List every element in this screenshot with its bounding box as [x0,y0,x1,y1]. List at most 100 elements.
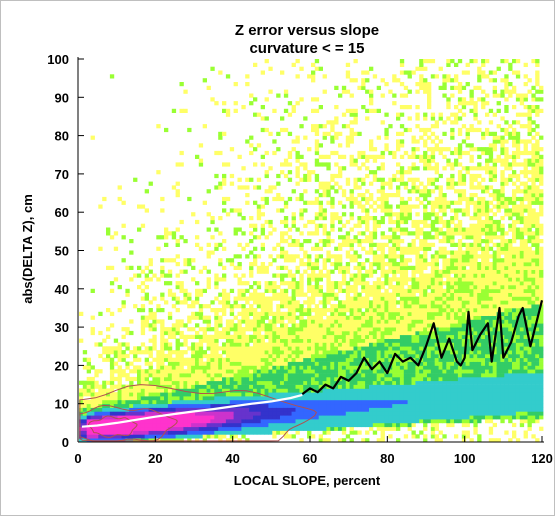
heatmap-cell [427,127,432,133]
heatmap-cell [183,434,188,439]
heatmap-cell [322,357,327,362]
heatmap-cell [229,181,235,186]
heatmap-cell [314,147,320,152]
heatmap-cell [206,346,211,351]
heatmap-cell [198,304,204,309]
heatmap-cell [419,59,424,64]
heatmap-cell [291,308,296,313]
heatmap-cell [148,396,153,401]
heatmap-cell [179,373,184,378]
heatmap-cell [322,135,327,140]
heatmap-cell [330,177,335,182]
heatmap-cell [109,346,115,351]
heatmap-cell [423,277,428,282]
heatmap-cell [179,330,184,336]
heatmap-cell [237,304,242,309]
heatmap-cell [311,200,316,205]
heatmap-cell [198,246,204,251]
heatmap-cell [175,346,180,351]
heatmap-cell [245,376,250,382]
heatmap-cell [318,323,323,328]
heatmap-cell [326,419,331,424]
heatmap-cell [303,269,308,274]
heatmap-cell [399,384,405,389]
heatmap-cell [334,85,339,90]
heatmap-cell [295,334,300,339]
heatmap-cell [376,392,381,397]
heatmap-cell [237,262,242,267]
heatmap-cell [287,357,293,362]
heatmap-cell [148,277,153,282]
heatmap-cell [322,392,327,397]
heatmap-cell [140,269,146,274]
heatmap-cell [144,396,149,401]
heatmap-cell [403,262,409,267]
heatmap-cell [283,311,289,316]
heatmap-cell [280,399,285,405]
heatmap-cell [253,396,258,401]
heatmap-cell [384,422,389,428]
heatmap-cell [210,373,215,378]
heatmap-cell [357,281,362,286]
heatmap-cell [357,239,362,244]
heatmap-cell [434,212,439,217]
heatmap-cell [392,426,397,431]
heatmap-cell [299,315,304,320]
heatmap-cell [427,308,432,313]
heatmap-cell [380,196,385,202]
heatmap-cell [214,361,219,366]
heatmap-cell [210,419,215,424]
heatmap-cell [353,131,358,136]
heatmap-cell [423,78,428,83]
heatmap-cell [307,396,312,401]
heatmap-cell [384,147,389,152]
heatmap-cell [361,154,366,159]
heatmap-cell [411,154,416,159]
heatmap-cell [148,369,153,374]
heatmap-cell [341,311,347,316]
heatmap-cell [361,403,366,408]
heatmap-cell [349,131,354,136]
heatmap-cell [291,216,296,221]
heatmap-cell [399,346,405,351]
heatmap-cell [253,162,258,167]
heatmap-cell [218,415,223,420]
heatmap-cell [427,93,432,98]
heatmap-cell [268,350,273,355]
heatmap-cell [268,376,273,382]
heatmap-cell [202,419,207,424]
heatmap-cell [113,392,119,397]
heatmap-cell [307,415,312,420]
heatmap-cell [167,273,173,278]
heatmap-cell [469,315,474,320]
heatmap-cell [295,369,300,374]
heatmap-cell [195,311,200,316]
heatmap-cell [454,300,459,305]
heatmap-cell [287,319,293,324]
heatmap-cell [457,269,463,274]
heatmap-cell [407,208,412,213]
heatmap-cell [245,384,250,389]
heatmap-cell [353,380,358,385]
heatmap-cell [419,219,424,225]
heatmap-cell [283,89,289,94]
heatmap-cell [349,300,354,305]
heatmap-cell [109,399,115,405]
heatmap-cell [175,403,180,408]
heatmap-cell [376,384,381,389]
heatmap-cell [407,334,412,339]
heatmap-cell [330,124,335,129]
heatmap-cell [407,319,412,324]
heatmap-cell [411,319,416,324]
heatmap-cell [338,369,343,374]
heatmap-cell [353,334,358,339]
heatmap-cell [253,319,258,324]
heatmap-cell [318,285,323,290]
heatmap-cell [214,388,219,393]
heatmap-cell [198,327,204,332]
heatmap-cell [427,212,432,217]
heatmap-cell [291,338,296,343]
heatmap-cell [303,177,308,182]
heatmap-cell [102,350,107,355]
